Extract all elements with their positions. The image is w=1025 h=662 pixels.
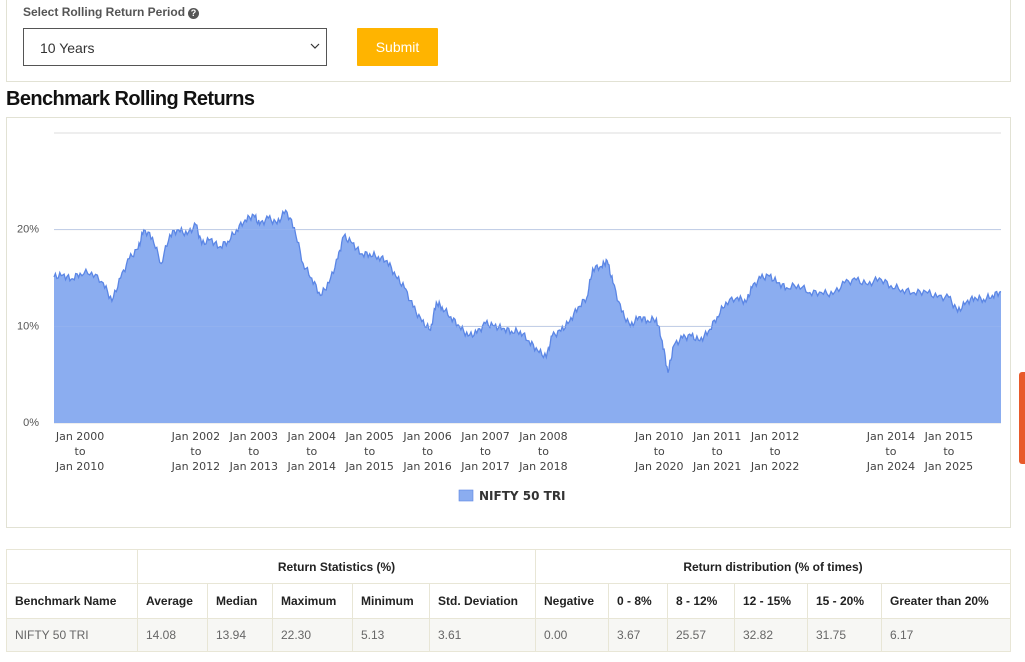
legend-label: NIFTY 50 TRI xyxy=(479,489,566,503)
x-tick-label: Jan 2005 xyxy=(344,430,393,443)
help-icon[interactable]: ? xyxy=(188,8,200,19)
page-title: Benchmark Rolling Returns xyxy=(6,88,255,110)
x-tick-label: to xyxy=(538,445,549,458)
cell-minimum: 5.13 xyxy=(352,618,430,652)
col-12-15: 12 - 15% xyxy=(734,583,808,619)
x-tick-label: to xyxy=(480,445,491,458)
x-tick-label: to xyxy=(943,445,954,458)
col-8-12: 8 - 12% xyxy=(667,583,735,619)
x-tick-label: Jan 2016 xyxy=(402,460,451,473)
x-tick-label: Jan 2024 xyxy=(866,460,915,473)
x-tick-label: to xyxy=(248,445,259,458)
x-tick-label: Jan 2010 xyxy=(55,460,104,473)
feedback-tab[interactable] xyxy=(1019,372,1025,464)
x-tick-label: to xyxy=(770,445,781,458)
cell-greater-than-20: 6.17 xyxy=(881,618,1011,652)
x-tick-label: Jan 2018 xyxy=(518,460,567,473)
x-tick-label: Jan 2002 xyxy=(171,430,220,443)
x-tick-label: Jan 2014 xyxy=(287,460,336,473)
col-average: Average xyxy=(137,583,208,619)
col-maximum: Maximum xyxy=(272,583,353,619)
x-tick-label: Jan 2014 xyxy=(866,430,915,443)
cell-negative: 0.00 xyxy=(535,618,609,652)
x-tick-label: Jan 2006 xyxy=(402,430,451,443)
col-greater-than-20: Greater than 20% xyxy=(881,583,1011,619)
period-select[interactable]: 10 Years xyxy=(23,28,327,66)
x-tick-label: to xyxy=(654,445,665,458)
x-tick-label: Jan 2021 xyxy=(692,460,741,473)
x-tick-label: Jan 2007 xyxy=(460,430,509,443)
cell-median: 13.94 xyxy=(207,618,273,652)
cell-std-deviation: 3.61 xyxy=(429,618,536,652)
x-tick-label: to xyxy=(885,445,896,458)
x-tick-label: Jan 2012 xyxy=(750,430,799,443)
cell-8-12: 25.57 xyxy=(667,618,735,652)
cell-maximum: 22.30 xyxy=(272,618,353,652)
x-tick-label: Jan 2012 xyxy=(171,460,220,473)
col-std-deviation: Std. Deviation xyxy=(429,583,536,619)
x-tick-label: to xyxy=(190,445,201,458)
x-tick-label: to xyxy=(75,445,86,458)
y-tick-label: 0% xyxy=(23,417,39,429)
x-tick-label: to xyxy=(306,445,317,458)
x-tick-label: Jan 2000 xyxy=(55,430,104,443)
x-tick-label: Jan 2025 xyxy=(924,460,973,473)
x-tick-label: Jan 2008 xyxy=(518,430,567,443)
group-header-distribution: Return distribution (% of times) xyxy=(535,549,1011,584)
legend-swatch xyxy=(458,489,474,502)
x-tick-label: to xyxy=(364,445,375,458)
x-tick-label: to xyxy=(712,445,723,458)
x-tick-label: Jan 2003 xyxy=(229,430,278,443)
cell-benchmark-name: NIFTY 50 TRI xyxy=(6,618,138,652)
x-tick-label: Jan 2022 xyxy=(750,460,799,473)
x-tick-label: to xyxy=(422,445,433,458)
col-negative: Negative xyxy=(535,583,609,619)
period-selector-card: Select Rolling Return Period? 10 Years S… xyxy=(6,0,1011,82)
submit-button[interactable]: Submit xyxy=(357,28,438,66)
header-blank xyxy=(6,549,138,584)
cell-15-20: 31.75 xyxy=(807,618,882,652)
x-tick-label: Jan 2017 xyxy=(460,460,509,473)
cell-0-8: 3.67 xyxy=(608,618,668,652)
y-tick-label: 10% xyxy=(17,320,39,332)
chevron-down-icon xyxy=(310,43,320,49)
col-0-8: 0 - 8% xyxy=(608,583,668,619)
x-tick-label: Jan 2004 xyxy=(287,430,336,443)
return-stats-table: Return Statistics (%) Return distributio… xyxy=(6,549,1011,652)
area-series-nifty-50-tri xyxy=(54,210,1001,423)
series-line-nifty-50-tri xyxy=(53,208,1002,373)
period-select-value: 10 Years xyxy=(40,40,95,56)
col-median: Median xyxy=(207,583,273,619)
x-tick-label: Jan 2015 xyxy=(344,460,393,473)
y-tick-label: 20% xyxy=(17,224,39,236)
col-benchmark-name: Benchmark Name xyxy=(6,583,138,619)
x-tick-label: Jan 2010 xyxy=(634,430,683,443)
x-tick-label: Jan 2011 xyxy=(692,430,741,443)
rolling-returns-chart: 0% 10% 20% Jan 2000 to Jan 2010 Jan 2002 to Jan … xyxy=(6,117,1011,528)
chart-svg: 0% 10% 20% Jan 2000 to Jan 2010 Jan 2002 to Jan … xyxy=(17,132,1002,503)
x-tick-label: Jan 2015 xyxy=(924,430,973,443)
cell-average: 14.08 xyxy=(137,618,208,652)
cell-12-15: 32.82 xyxy=(734,618,808,652)
col-minimum: Minimum xyxy=(352,583,430,619)
x-tick-label: Jan 2013 xyxy=(229,460,278,473)
group-header-stats: Return Statistics (%) xyxy=(137,549,536,584)
table-row: NIFTY 50 TRI 14.08 13.94 22.30 5.13 3.61… xyxy=(6,618,1011,652)
period-label: Select Rolling Return Period? xyxy=(23,5,200,19)
x-tick-label: Jan 2020 xyxy=(634,460,683,473)
col-15-20: 15 - 20% xyxy=(807,583,882,619)
